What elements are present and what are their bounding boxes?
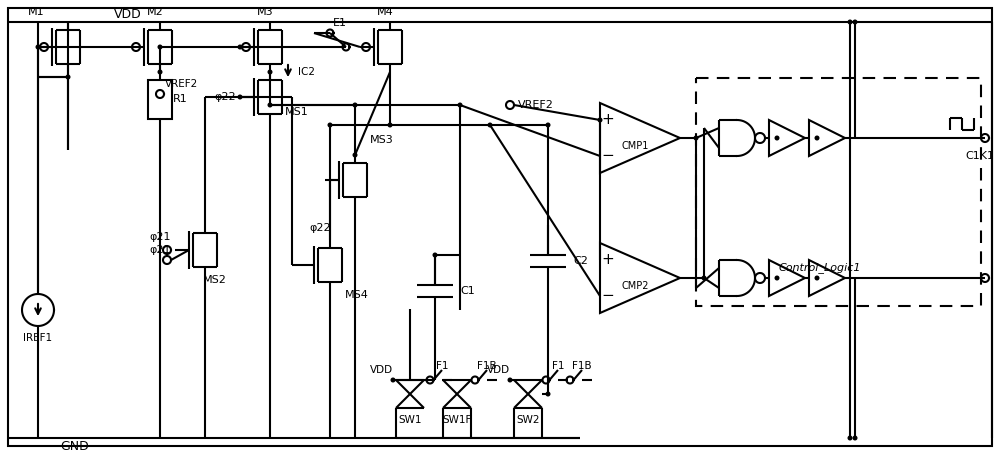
Text: SW1: SW1 bbox=[398, 415, 422, 425]
Text: +: + bbox=[602, 252, 614, 267]
Text: M1: M1 bbox=[28, 7, 44, 17]
Text: MS4: MS4 bbox=[345, 290, 369, 300]
Polygon shape bbox=[546, 391, 550, 396]
Text: F1: F1 bbox=[436, 361, 448, 371]
Text: M2: M2 bbox=[147, 7, 163, 17]
Text: R1: R1 bbox=[173, 94, 187, 104]
Polygon shape bbox=[848, 435, 852, 440]
Polygon shape bbox=[815, 276, 820, 281]
Polygon shape bbox=[458, 103, 462, 108]
Text: MS2: MS2 bbox=[203, 275, 227, 285]
Text: −: − bbox=[602, 148, 614, 163]
Polygon shape bbox=[508, 377, 512, 383]
Polygon shape bbox=[433, 252, 438, 257]
Text: F1B: F1B bbox=[477, 361, 497, 371]
Text: MS1: MS1 bbox=[285, 107, 309, 117]
Polygon shape bbox=[809, 120, 845, 156]
Text: GND: GND bbox=[61, 440, 89, 454]
Text: MS3: MS3 bbox=[370, 135, 394, 145]
Text: F1: F1 bbox=[552, 361, 564, 371]
Text: M4: M4 bbox=[377, 7, 393, 17]
Polygon shape bbox=[809, 260, 845, 296]
Polygon shape bbox=[546, 123, 550, 128]
Text: CMP2: CMP2 bbox=[621, 281, 649, 291]
Text: VREF2: VREF2 bbox=[518, 100, 554, 110]
Polygon shape bbox=[158, 69, 162, 74]
Polygon shape bbox=[815, 135, 820, 140]
Polygon shape bbox=[36, 44, 40, 49]
Text: M3: M3 bbox=[257, 7, 273, 17]
Bar bbox=[696, 78, 981, 306]
Polygon shape bbox=[848, 20, 852, 25]
Text: SW1F: SW1F bbox=[442, 415, 472, 425]
Polygon shape bbox=[158, 44, 162, 49]
Polygon shape bbox=[238, 44, 242, 49]
Text: C1: C1 bbox=[460, 286, 475, 296]
Polygon shape bbox=[775, 135, 780, 140]
Text: C2: C2 bbox=[573, 256, 588, 266]
Polygon shape bbox=[600, 243, 680, 313]
Text: φ22: φ22 bbox=[214, 92, 236, 102]
Text: φ21: φ21 bbox=[149, 245, 171, 255]
Text: IC2: IC2 bbox=[298, 67, 315, 77]
Polygon shape bbox=[853, 20, 858, 25]
Text: −: − bbox=[602, 288, 614, 304]
Polygon shape bbox=[238, 94, 242, 99]
Polygon shape bbox=[488, 123, 492, 128]
Text: F1B: F1B bbox=[572, 361, 592, 371]
Polygon shape bbox=[600, 103, 680, 173]
Text: VDD: VDD bbox=[114, 8, 142, 20]
Polygon shape bbox=[268, 103, 272, 108]
Polygon shape bbox=[268, 69, 272, 74]
Text: φ21: φ21 bbox=[149, 232, 171, 242]
Text: φ22: φ22 bbox=[309, 223, 331, 233]
Text: C1K1: C1K1 bbox=[966, 151, 994, 161]
Polygon shape bbox=[769, 260, 805, 296]
Polygon shape bbox=[353, 153, 358, 158]
Polygon shape bbox=[598, 118, 602, 123]
Text: E1: E1 bbox=[333, 18, 347, 28]
Text: CMP1: CMP1 bbox=[621, 141, 649, 151]
Polygon shape bbox=[353, 103, 358, 108]
Text: Control_Logic1: Control_Logic1 bbox=[779, 262, 861, 273]
Polygon shape bbox=[775, 276, 780, 281]
Bar bbox=[148, 80, 172, 119]
Text: +: + bbox=[602, 113, 614, 128]
Polygon shape bbox=[388, 123, 392, 128]
Text: SW2: SW2 bbox=[516, 415, 540, 425]
Polygon shape bbox=[853, 435, 858, 440]
Text: VDD: VDD bbox=[370, 365, 393, 375]
Polygon shape bbox=[66, 74, 70, 79]
Polygon shape bbox=[391, 377, 396, 383]
Polygon shape bbox=[769, 120, 805, 156]
Text: IREF1: IREF1 bbox=[23, 333, 53, 343]
Polygon shape bbox=[328, 123, 332, 128]
Text: VREF2: VREF2 bbox=[165, 79, 198, 89]
Polygon shape bbox=[694, 135, 698, 140]
Text: VDD: VDD bbox=[487, 365, 510, 375]
Polygon shape bbox=[702, 276, 706, 281]
